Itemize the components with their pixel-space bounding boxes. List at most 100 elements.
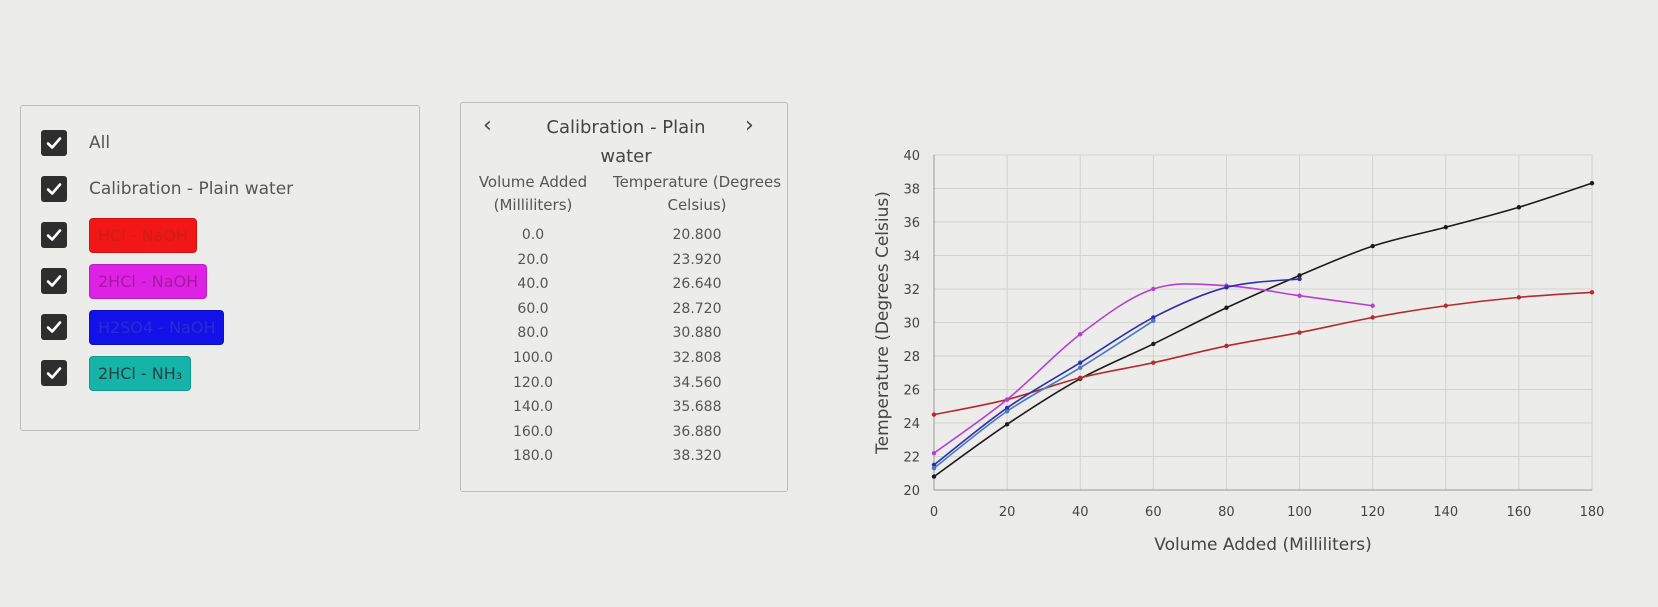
data-point bbox=[1370, 243, 1375, 249]
chevron-right-icon[interactable]: › bbox=[745, 113, 754, 138]
y-tick-label: 28 bbox=[903, 350, 920, 365]
data-point bbox=[1004, 397, 1010, 402]
data-point bbox=[1004, 422, 1010, 427]
temperature-column-header: Temperature (Degrees Celsius) bbox=[612, 173, 782, 214]
checkbox-checked-icon[interactable] bbox=[41, 222, 67, 248]
checkbox-checked-icon[interactable] bbox=[41, 130, 67, 156]
legend-item-label: HCl - NaOH bbox=[89, 217, 197, 253]
y-tick-label: 26 bbox=[903, 384, 920, 399]
data-point bbox=[1370, 315, 1375, 320]
data-point bbox=[1224, 343, 1229, 349]
checkbox-checked-icon[interactable] bbox=[41, 268, 67, 294]
legend-item-label: H2SO4 - NaOH bbox=[89, 309, 225, 345]
data-point bbox=[1589, 290, 1595, 295]
x-tick-label: 0 bbox=[930, 505, 938, 520]
data-point bbox=[1297, 293, 1302, 298]
table-cell-temperature: 34.560 bbox=[672, 374, 722, 391]
data-point bbox=[1151, 315, 1156, 320]
data-point bbox=[931, 474, 937, 479]
table-cell-temperature: 36.880 bbox=[672, 423, 722, 440]
data-point bbox=[1297, 276, 1302, 282]
series-legend-panel: All Calibration - Plain water HCl - NaOH 2H… bbox=[20, 105, 420, 431]
y-tick-label: 30 bbox=[903, 317, 920, 332]
data-point bbox=[931, 450, 937, 456]
x-tick-label: 120 bbox=[1360, 505, 1385, 520]
y-tick-label: 32 bbox=[903, 283, 920, 298]
table-cell-volume: 180.0 bbox=[512, 448, 554, 465]
x-tick-label: 20 bbox=[999, 505, 1016, 520]
legend-item-label: All bbox=[89, 133, 111, 153]
table-cell-temperature: 26.640 bbox=[672, 276, 722, 293]
data-point bbox=[1224, 285, 1229, 290]
table-title: Calibration - Plain water bbox=[546, 117, 706, 167]
table-cell-temperature: 28.720 bbox=[672, 300, 722, 317]
table-cell-temperature: 35.688 bbox=[672, 399, 722, 416]
y-tick-label: 20 bbox=[903, 484, 920, 499]
table-cell-volume: 60.0 bbox=[517, 300, 549, 317]
table-cell-volume: 100.0 bbox=[512, 350, 554, 366]
data-point bbox=[1297, 273, 1302, 278]
data-table-panel: ‹ Calibration - Plain water › Volume Add… bbox=[460, 102, 788, 492]
table-cell-temperature: 30.880 bbox=[672, 325, 722, 342]
chevron-left-icon[interactable]: ‹ bbox=[483, 113, 492, 138]
x-tick-label: 140 bbox=[1433, 505, 1458, 520]
table-cell-volume: 20.0 bbox=[517, 251, 549, 268]
data-point bbox=[1297, 330, 1302, 335]
data-point bbox=[931, 466, 937, 471]
data-point bbox=[1516, 295, 1522, 300]
data-point bbox=[1078, 332, 1083, 337]
legend-item[interactable]: H2SO4 - NaOH bbox=[41, 309, 225, 345]
volume-column-header: Volume Added (Milliliters) bbox=[478, 173, 588, 214]
y-axis-title: Temperature (Degrees Celsius) bbox=[873, 191, 893, 455]
checkbox-checked-icon[interactable] bbox=[41, 176, 67, 202]
data-point bbox=[1004, 405, 1010, 411]
checkbox-checked-icon[interactable] bbox=[41, 314, 67, 340]
data-point bbox=[1004, 409, 1010, 414]
table-cell-volume: 80.0 bbox=[517, 325, 549, 342]
series-line bbox=[933, 182, 1593, 478]
data-point bbox=[1151, 341, 1156, 347]
table-cell-temperature: 38.320 bbox=[672, 448, 722, 465]
x-tick-label: 180 bbox=[1580, 505, 1605, 520]
table-cell-volume: 120.0 bbox=[512, 374, 554, 391]
checkbox-checked-icon[interactable] bbox=[41, 360, 67, 386]
data-point bbox=[1078, 375, 1083, 380]
table-cell-volume: 40.0 bbox=[517, 276, 549, 293]
y-tick-label: 38 bbox=[903, 183, 920, 198]
data-point bbox=[1516, 205, 1522, 210]
y-tick-label: 34 bbox=[903, 250, 920, 265]
data-point bbox=[931, 412, 937, 417]
legend-item[interactable]: HCl - NaOH bbox=[41, 217, 197, 253]
table-cell-volume: 140.0 bbox=[512, 399, 554, 416]
x-tick-label: 40 bbox=[1072, 505, 1089, 520]
legend-item[interactable]: All bbox=[41, 126, 110, 160]
data-point bbox=[1589, 180, 1595, 186]
legend-item[interactable]: Calibration - Plain water bbox=[41, 172, 293, 206]
data-point bbox=[1078, 365, 1083, 370]
x-tick-label: 80 bbox=[1218, 505, 1235, 520]
table-cell-temperature: 23.920 bbox=[672, 251, 722, 268]
legend-item[interactable]: 2HCl - NaOH bbox=[41, 263, 208, 299]
data-point bbox=[1443, 303, 1448, 308]
table-cell-volume: 0.0 bbox=[521, 227, 545, 243]
legend-item[interactable]: 2HCl - NH₃ bbox=[41, 355, 192, 391]
data-point bbox=[1443, 225, 1448, 230]
temperature-line-chart: 20 22 24 26 28 30 32 34 36 38 40 0 20 40 60 80 100 120 140… bbox=[873, 149, 1605, 555]
table-cell-temperature: 32.808 bbox=[672, 350, 722, 366]
x-axis-title: Volume Added (Milliliters) bbox=[1154, 535, 1371, 555]
y-tick-label: 36 bbox=[903, 216, 920, 231]
legend-item-label: 2HCl - NH₃ bbox=[89, 355, 192, 391]
y-tick-label: 40 bbox=[903, 149, 920, 164]
legend-item-label: 2HCl - NaOH bbox=[89, 263, 208, 299]
data-point bbox=[1224, 305, 1229, 310]
y-tick-label: 24 bbox=[903, 417, 920, 432]
x-tick-label: 60 bbox=[1145, 505, 1162, 520]
series-line bbox=[933, 278, 1300, 466]
table-cell-volume: 160.0 bbox=[512, 423, 554, 440]
data-point bbox=[1151, 360, 1156, 365]
legend-item-label: Calibration - Plain water bbox=[89, 179, 294, 199]
data-point bbox=[931, 462, 937, 468]
data-point bbox=[1151, 286, 1156, 292]
table-cell-temperature: 20.800 bbox=[672, 227, 722, 243]
x-tick-label: 160 bbox=[1506, 505, 1531, 520]
